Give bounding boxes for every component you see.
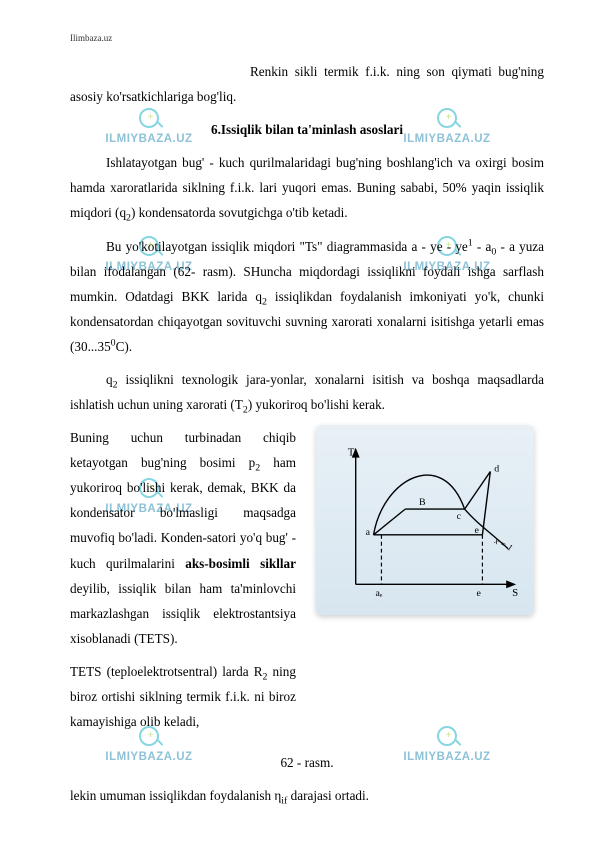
lead-paragraph: Renkin sikli termik f.i.k. ning son qiym… (70, 59, 544, 109)
label-B: B (419, 497, 426, 508)
text: darajasi ortadi. (287, 788, 369, 803)
right-column: T S (306, 425, 544, 742)
label-x1: x = 1 (492, 535, 514, 553)
label-d: d (494, 464, 499, 475)
ts-diagram-svg: T S (326, 435, 524, 605)
page-content: Ilimbaza.uz Renkin sikli termik f.i.k. n… (70, 30, 544, 808)
text: C). (116, 339, 132, 354)
x-axis-label: S (512, 587, 518, 599)
text: TETS (teploelektrotsentral) larda R (70, 664, 263, 679)
text: Renkin sikli termik f.i.k. ning son qiym… (70, 64, 544, 104)
text: q (106, 372, 113, 387)
bold-term: aks-bosimli sikllar (185, 556, 296, 571)
paragraph-2: Bu yo'kotilayotgan issiqlik miqdori "Ts"… (70, 234, 544, 359)
text: ham yukoriroq bo'lishi kerak, demak, BKK… (70, 455, 296, 570)
label-a: a (366, 527, 371, 538)
paragraph-left-2: TETS (teploelektrotsentral) larda R2 nin… (70, 659, 296, 734)
paragraph-1: Ishlatayotgan bug' - kuch qurilmalaridag… (70, 150, 544, 225)
paragraph-3: q2 issiqlikni texnologik jara-yonlar, xo… (70, 367, 544, 417)
two-column-block: Buning uchun turbinadan chiqib ketayotga… (70, 425, 544, 742)
text: - a (473, 239, 492, 254)
text: ) kondensatorda sovutgichga o'tib ketadi… (131, 205, 348, 220)
paragraph-5: lekin umuman issiqlikdan foydalanish ηif… (70, 783, 544, 808)
y-axis-label: T (348, 447, 355, 459)
figure-caption: 62 - rasm. (70, 750, 544, 775)
label-c: c (457, 511, 462, 522)
section-heading: 6.Issiqlik bilan ta'minlash asoslari (70, 117, 544, 142)
text: Bu yo'kotilayotgan issiqlik miqdori "Ts"… (106, 239, 468, 254)
paragraph-left-1: Buning uchun turbinadan chiqib ketayotga… (70, 425, 296, 651)
left-column: Buning uchun turbinadan chiqib ketayotga… (70, 425, 296, 742)
label-e2: e (476, 588, 481, 599)
text: ) yukoriroq bo'lishi kerak. (248, 397, 385, 412)
text: deyilib, issiqlik bilan ham ta'minlovchi… (70, 581, 296, 646)
text: lekin umuman issiqlikdan foydalanish η (70, 788, 281, 803)
label-ae: aₑ (376, 588, 383, 599)
rise-line (374, 509, 406, 535)
label-e: e (475, 525, 480, 536)
site-label: Ilimbaza.uz (70, 30, 544, 47)
ts-diagram-figure: T S (316, 425, 534, 615)
